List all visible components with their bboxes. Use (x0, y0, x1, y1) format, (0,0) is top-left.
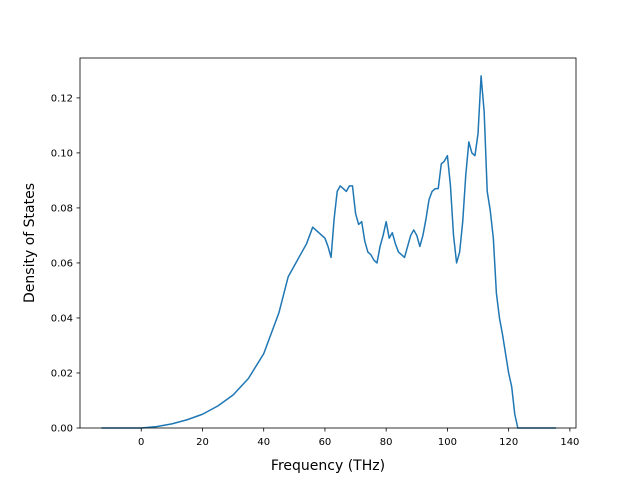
y-tick-label: 0.06 (51, 259, 73, 270)
x-tick-label: 0 (138, 437, 144, 448)
x-tick-label: 40 (257, 437, 270, 448)
y-tick-label: 0.12 (51, 93, 73, 104)
x-tick-label: 60 (319, 437, 332, 448)
x-tick-label: 80 (380, 437, 393, 448)
y-axis-label: Density of States (22, 183, 38, 303)
dos-series-line (101, 75, 557, 429)
y-tick-label: 0.08 (51, 204, 73, 215)
x-axis-label: Frequency (THz) (271, 458, 385, 474)
x-tick-label: 120 (499, 437, 518, 448)
axes-frame (79, 57, 577, 429)
y-tick-label: 0.02 (51, 369, 73, 380)
x-tick-label: 140 (560, 437, 579, 448)
y-tick-label: 0.00 (51, 424, 73, 435)
x-tick-label: 100 (438, 437, 457, 448)
x-tick-label: 20 (196, 437, 209, 448)
y-tick-label: 0.10 (51, 149, 73, 160)
y-tick-label: 0.04 (51, 314, 73, 325)
